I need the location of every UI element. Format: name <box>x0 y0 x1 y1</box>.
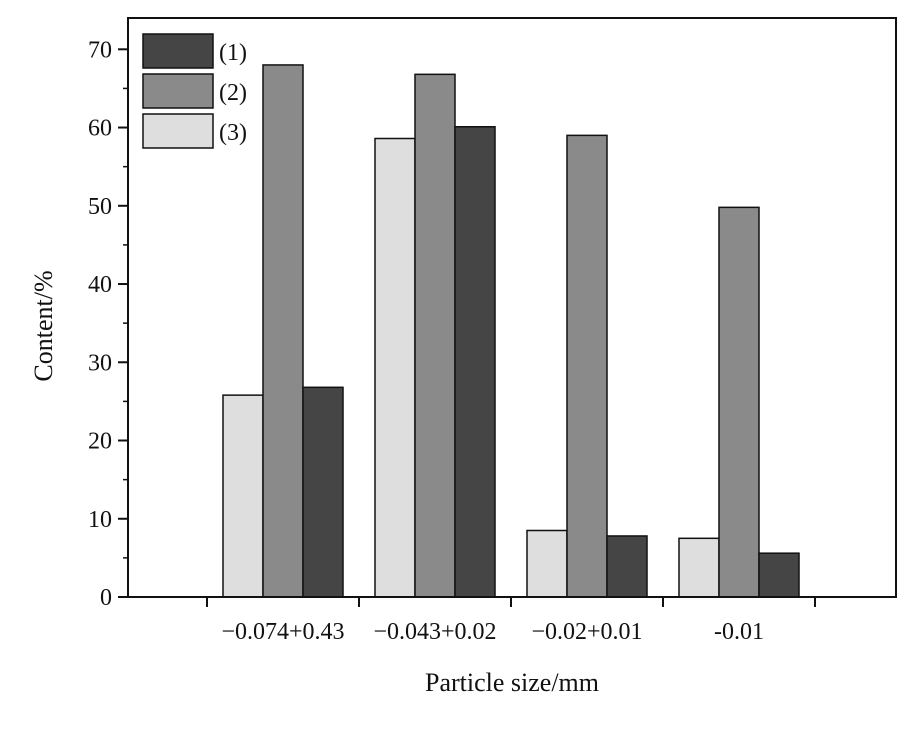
legend-swatch <box>142 33 214 69</box>
bar-3-2 <box>526 529 568 598</box>
bar-1-1 <box>454 126 496 598</box>
bar-1-3 <box>758 552 800 598</box>
legend-swatch <box>142 113 214 149</box>
y-axis-title: Content/% <box>29 270 58 381</box>
bar-1-2 <box>606 535 648 598</box>
y-tick-label: 30 <box>88 350 112 376</box>
legend-label: (3) <box>219 120 247 146</box>
y-axis: 0 10 20 30 40 50 60 70 <box>88 37 128 611</box>
x-tick-label: −0.074+0.43 <box>221 619 344 645</box>
bar-2-2 <box>566 134 608 598</box>
x-axis-title: Particle size/mm <box>425 668 599 697</box>
y-tick-label: 40 <box>88 272 112 298</box>
y-tick-label: 50 <box>88 194 112 220</box>
y-tick-label: 20 <box>88 429 112 455</box>
x-tick-label: −0.02+0.01 <box>531 619 642 645</box>
bar-3-1 <box>374 137 416 598</box>
y-tick-label: 0 <box>100 585 112 611</box>
legend-label: (2) <box>219 80 247 106</box>
y-tick-label: 60 <box>88 116 112 142</box>
bar-2-1 <box>414 73 456 598</box>
bar-3-3 <box>678 537 720 598</box>
legend: (1) (2) (3) <box>142 33 247 149</box>
x-tick-label: -0.01 <box>714 619 764 645</box>
x-tick-label: −0.043+0.02 <box>373 619 496 645</box>
x-axis: −0.074+0.43 −0.043+0.02 −0.02+0.01 -0.01 <box>206 597 816 645</box>
bar-2-0 <box>262 64 304 598</box>
bar-3-0 <box>222 394 264 598</box>
bar-2-3 <box>718 206 760 598</box>
legend-label: (1) <box>219 40 247 66</box>
bars-layer <box>222 64 800 598</box>
legend-swatch <box>142 73 214 109</box>
y-tick-label: 70 <box>88 37 112 63</box>
bar-1-0 <box>302 386 344 598</box>
y-tick-label: 10 <box>88 507 112 533</box>
